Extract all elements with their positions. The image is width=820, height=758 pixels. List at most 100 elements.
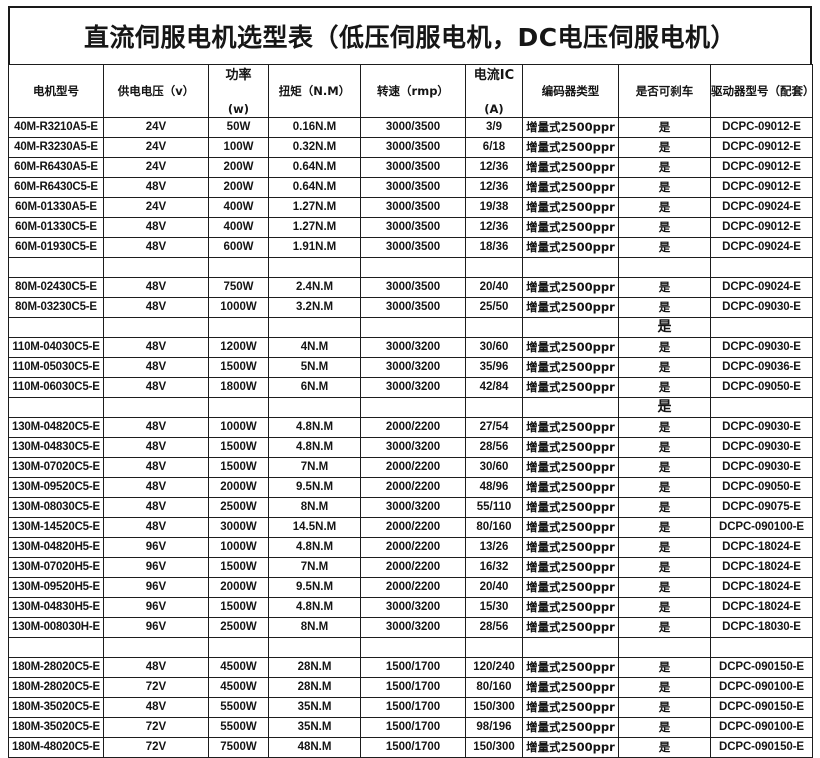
cell-driver: DCPC-09024-E: [710, 237, 813, 258]
table-row[interactable]: 130M-14520C5-E 48V 3000W 14.5N.M 2000/2200 80…: [8, 517, 813, 538]
cell-speed: 2000/2200: [360, 457, 466, 478]
cell-model: 130M-07020H5-E: [8, 557, 104, 578]
table-row[interactable]: 60M-R6430A5-E 24V 200W 0.64N.M 3000/3500 12/3…: [8, 157, 813, 178]
table-row[interactable]: 130M-09520C5-E 48V 2000W 9.5N.M 2000/2200 48/…: [8, 477, 813, 498]
table-row[interactable]: 180M-28020C5-E 72V 4500W 28N.M 1500/1700 80/1…: [8, 677, 813, 698]
cell-driver: DCPC-09012-E: [710, 177, 813, 198]
cell-volt: [103, 317, 209, 338]
cell-driver: DCPC-09030-E: [710, 417, 813, 438]
cell-model: 130M-04820H5-E: [8, 537, 104, 558]
cell-brake: 是: [618, 337, 711, 358]
cell-brake: 是: [618, 317, 711, 338]
cell-model: 110M-06030C5-E: [8, 377, 104, 398]
table-row[interactable]: 130M-04830H5-E 96V 1500W 4.8N.M 3000/3200 15/…: [8, 597, 813, 618]
cell-encoder: 增量式2500ppr: [522, 157, 619, 178]
cell-power: 100W: [208, 137, 269, 158]
cell-brake: 是: [618, 457, 711, 478]
cell-current: 6/18: [465, 137, 523, 158]
table-row[interactable]: 80M-02430C5-E 48V 750W 2.4N.M 3000/3500 20/40…: [8, 277, 813, 298]
cell-torque: 5N.M: [268, 357, 361, 378]
cell-speed: 3000/3200: [360, 497, 466, 518]
cell-speed: 2000/2200: [360, 477, 466, 498]
cell-volt: 48V: [103, 377, 209, 398]
cell-speed: 3000/3200: [360, 437, 466, 458]
column-header-driver[interactable]: 驱动器型号（配套）: [710, 64, 813, 118]
cell-torque: 0.32N.M: [268, 137, 361, 158]
cell-encoder: 增量式2500ppr: [522, 117, 619, 138]
cell-model: 180M-48020C5-E: [8, 737, 104, 758]
column-header-speed[interactable]: 转速（rmp）: [360, 64, 466, 118]
table-row[interactable]: 180M-48020C5-E 72V 7500W 48N.M 1500/1700 150/…: [8, 737, 813, 758]
cell-driver: DCPC-090100-E: [710, 517, 813, 538]
table-row[interactable]: 60M-01930C5-E 48V 600W 1.91N.M 3000/3500 18/3…: [8, 237, 813, 258]
cell-brake: 是: [618, 177, 711, 198]
table-row[interactable]: 180M-28020C5-E 48V 4500W 28N.M 1500/1700 120/…: [8, 657, 813, 678]
table-row[interactable]: 130M-08030C5-E 48V 2500W 8N.M 3000/3200 55/11…: [8, 497, 813, 518]
table-row[interactable]: 110M-04030C5-E 48V 1200W 4N.M 3000/3200 30/60…: [8, 337, 813, 358]
table-row[interactable]: 110M-06030C5-E 48V 1800W 6N.M 3000/3200 42/84…: [8, 377, 813, 398]
column-header-power[interactable]: 功率 (w): [208, 64, 269, 118]
cell-brake: 是: [618, 677, 711, 698]
table-row[interactable]: 60M-01330A5-E 24V 400W 1.27N.M 3000/3500 19/3…: [8, 197, 813, 218]
cell-encoder: [522, 397, 619, 418]
table-row[interactable]: 130M-04820C5-E 48V 1000W 4.8N.M 2000/2200 27/…: [8, 417, 813, 438]
cell-brake: 是: [618, 197, 711, 218]
table-row[interactable]: 180M-35020C5-E 72V 5500W 35N.M 1500/1700 98/1…: [8, 717, 813, 738]
table-spacer-row: 是: [8, 397, 813, 418]
table-row[interactable]: 130M-04830C5-E 48V 1500W 4.8N.M 3000/3200 28/…: [8, 437, 813, 458]
table-row[interactable]: 60M-R6430C5-E 48V 200W 0.64N.M 3000/3500 12/3…: [8, 177, 813, 198]
cell-model: 130M-09520C5-E: [8, 477, 104, 498]
table-row[interactable]: 80M-03230C5-E 48V 1000W 3.2N.M 3000/3500 25/5…: [8, 297, 813, 318]
table-row[interactable]: 60M-01330C5-E 48V 400W 1.27N.M 3000/3500 12/3…: [8, 217, 813, 238]
cell-driver: DCPC-090100-E: [710, 677, 813, 698]
cell-power: [208, 397, 269, 418]
table-row[interactable]: 40M-R3230A5-E 24V 100W 0.32N.M 3000/3500 6/18…: [8, 137, 813, 158]
cell-torque: 35N.M: [268, 717, 361, 738]
table-row[interactable]: 130M-04820H5-E 96V 1000W 4.8N.M 2000/2200 13/…: [8, 537, 813, 558]
column-header-encoder[interactable]: 编码器类型: [522, 64, 619, 118]
column-header-current[interactable]: 电流IC (A): [465, 64, 523, 118]
cell-power: 1500W: [208, 357, 269, 378]
cell-driver: DCPC-18024-E: [710, 537, 813, 558]
table-row[interactable]: 130M-008030H-E 96V 2500W 8N.M 3000/3200 28/56…: [8, 617, 813, 638]
cell-encoder: [522, 257, 619, 278]
table-spacer-row: [8, 257, 813, 278]
cell-encoder: 增量式2500ppr: [522, 197, 619, 218]
cell-torque: 3.2N.M: [268, 297, 361, 318]
cell-model: 130M-08030C5-E: [8, 497, 104, 518]
cell-power: [208, 637, 269, 658]
table-row[interactable]: 180M-35020C5-E 48V 5500W 35N.M 1500/1700 150/…: [8, 697, 813, 718]
cell-speed: [360, 317, 466, 338]
cell-current: 35/96: [465, 357, 523, 378]
table-row[interactable]: 110M-05030C5-E 48V 1500W 5N.M 3000/3200 35/96…: [8, 357, 813, 378]
cell-encoder: 增量式2500ppr: [522, 517, 619, 538]
cell-torque: 7N.M: [268, 557, 361, 578]
cell-volt: 96V: [103, 617, 209, 638]
table-row[interactable]: 130M-07020C5-E 48V 1500W 7N.M 2000/2200 30/60…: [8, 457, 813, 478]
cell-model: 130M-04830H5-E: [8, 597, 104, 618]
cell-volt: 24V: [103, 197, 209, 218]
cell-encoder: 增量式2500ppr: [522, 217, 619, 238]
cell-encoder: 增量式2500ppr: [522, 557, 619, 578]
cell-torque: 8N.M: [268, 497, 361, 518]
cell-encoder: 增量式2500ppr: [522, 457, 619, 478]
table-row[interactable]: 130M-09520H5-E 96V 2000W 9.5N.M 2000/2200 20/…: [8, 577, 813, 598]
cell-current: 27/54: [465, 417, 523, 438]
column-header-volt[interactable]: 供电电压（v）: [103, 64, 209, 118]
table-row[interactable]: 130M-07020H5-E 96V 1500W 7N.M 2000/2200 16/32…: [8, 557, 813, 578]
column-header-model[interactable]: 电机型号: [8, 64, 104, 118]
table-row[interactable]: 40M-R3210A5-E 24V 50W 0.16N.M 3000/3500 3/9 增量…: [8, 117, 813, 138]
column-header-brake[interactable]: 是否可刹车: [618, 64, 711, 118]
cell-driver: DCPC-09012-E: [710, 217, 813, 238]
table-body: 40M-R3210A5-E 24V 50W 0.16N.M 3000/3500 3/9 增量…: [8, 117, 813, 758]
cell-current: 12/36: [465, 217, 523, 238]
cell-volt: 96V: [103, 577, 209, 598]
cell-current: [465, 317, 523, 338]
cell-encoder: 增量式2500ppr: [522, 737, 619, 758]
cell-driver: DCPC-09030-E: [710, 437, 813, 458]
column-header-torque[interactable]: 扭矩（N.M）: [268, 64, 361, 118]
cell-volt: [103, 257, 209, 278]
cell-volt: 48V: [103, 297, 209, 318]
cell-encoder: 增量式2500ppr: [522, 537, 619, 558]
